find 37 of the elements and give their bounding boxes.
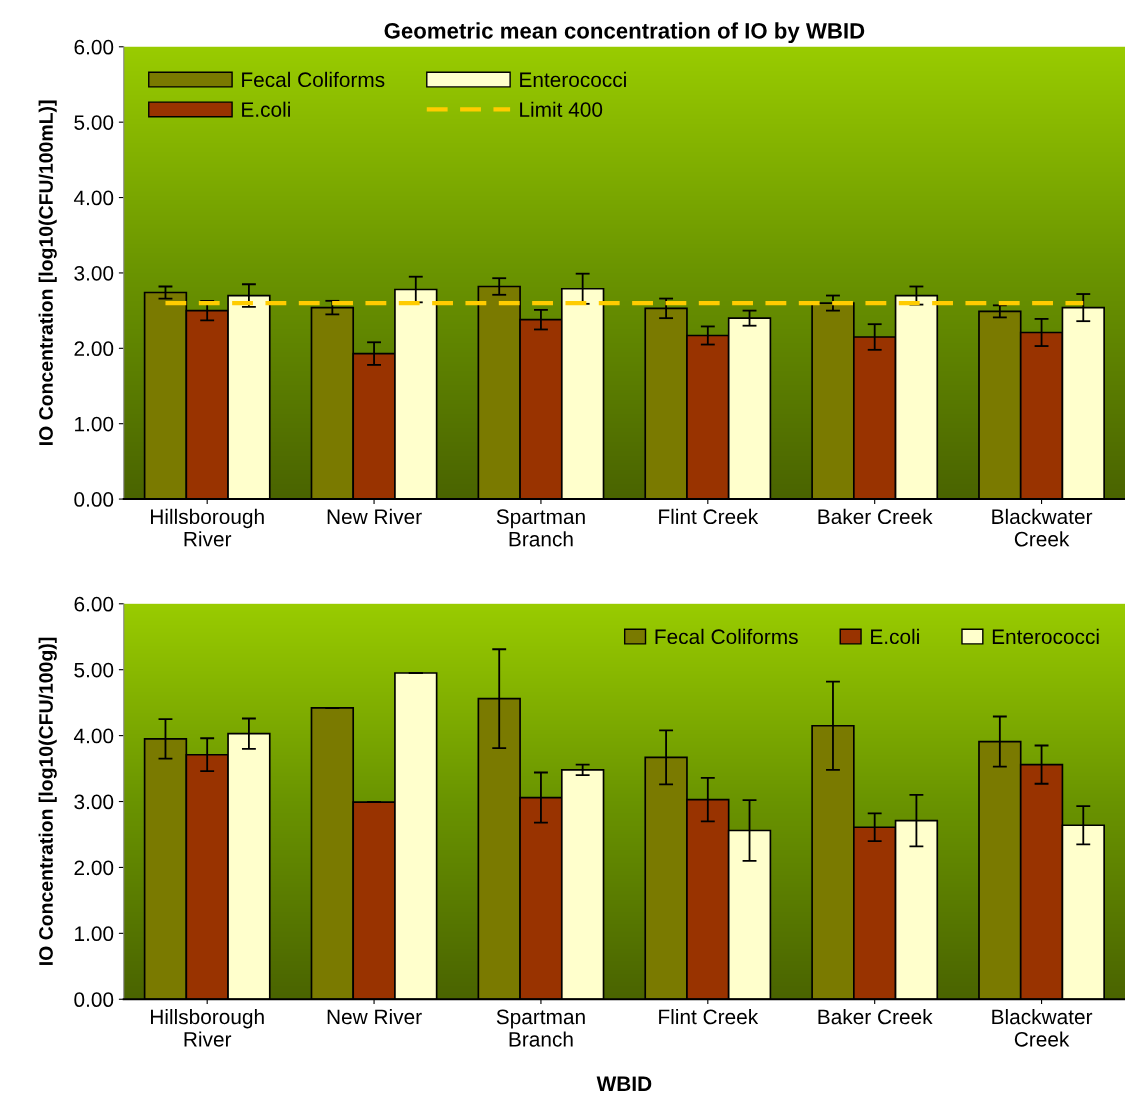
legend-label: Enterococci (520, 71, 626, 88)
y-tick-label: 1.00 (75, 416, 114, 432)
x-tick-label: New River (327, 1008, 422, 1025)
y-axis-title: IO Concentration [log10(CFU/100g)] (38, 637, 57, 965)
x-tick-label: Hillsborough River (151, 1008, 264, 1047)
x-tick-label: Spartman Branch (496, 1009, 585, 1047)
x-tick-label: Blackwater Creek (992, 1008, 1093, 1047)
x-axis-title: WBID (596, 1076, 652, 1091)
chart-title: Geometric mean concentration of IO by WBID (384, 22, 865, 44)
y-tick-label: 3.00 (74, 794, 114, 810)
legend-label: Fecal Coliforms (655, 628, 798, 645)
y-tick-label: 5.00 (74, 662, 114, 678)
x-tick-label: Hillsborough River (151, 508, 264, 547)
x-tick-label: Blackwater Creek (992, 508, 1093, 547)
legend-label: Enterococci (992, 628, 1099, 645)
legend-label: Fecal Coliforms (242, 71, 385, 88)
x-tick-label: Flint Creek (659, 1008, 759, 1025)
y-tick-label: 4.00 (73, 728, 114, 744)
y-tick-label: 2.00 (74, 860, 114, 876)
x-tick-label: Flint Creek (659, 508, 759, 525)
y-tick-label: 1.00 (75, 926, 114, 942)
y-tick-label: 2.00 (74, 341, 114, 357)
legend-label: E.coli (871, 628, 919, 645)
y-tick-label: 5.00 (74, 115, 114, 130)
x-tick-label: New River (327, 508, 422, 525)
y-tick-label: 6.00 (74, 596, 114, 612)
y-tick-label: 0.00 (74, 492, 114, 507)
x-tick-label: Baker Creek (818, 508, 933, 525)
y-tick-label: 6.00 (74, 39, 114, 55)
x-tick-label: Spartman Branch (496, 509, 585, 547)
legend-label: E.coli (242, 101, 290, 117)
y-tick-label: 3.00 (74, 265, 114, 281)
y-tick-label: 4.00 (73, 190, 114, 206)
y-axis-title: IO Concentration [log10(CFU/100mL)] (38, 100, 57, 446)
legend-label: Limit 400 (520, 101, 603, 117)
x-tick-label: Baker Creek (818, 1008, 933, 1025)
y-tick-label: 0.00 (74, 992, 114, 1008)
